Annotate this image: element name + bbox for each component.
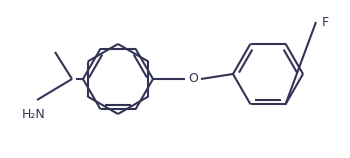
Text: F: F: [322, 15, 329, 28]
Text: O: O: [188, 73, 198, 85]
Text: H₂N: H₂N: [22, 109, 46, 122]
